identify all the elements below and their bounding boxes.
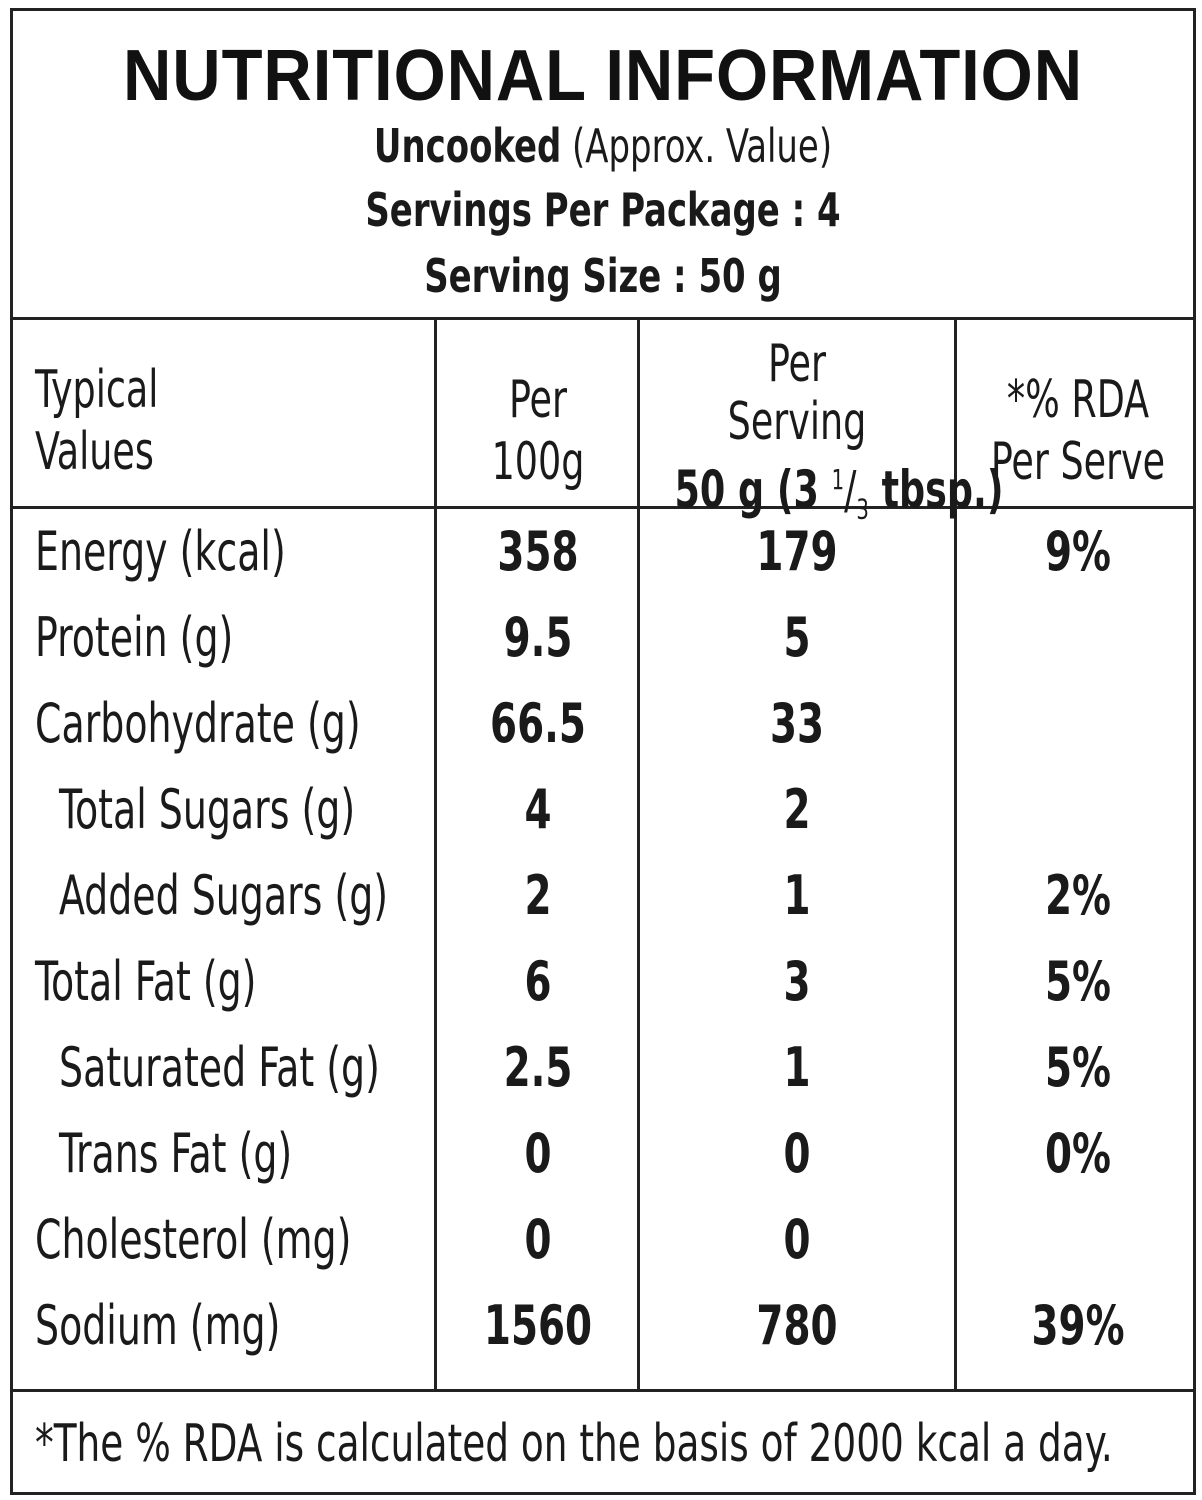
servings-per-package: Servings Per Package : 4 <box>365 183 841 237</box>
nutrient-label: Total Sugars (g) <box>59 778 356 841</box>
column-header-line: Serving <box>727 392 867 452</box>
table-row: Protein (g) 9.5 5 <box>13 595 1193 681</box>
per-serving-value: 179 <box>756 520 838 583</box>
rda-value: 5% <box>1045 950 1111 1013</box>
nutrient-label: Saturated Fat (g) <box>59 1036 380 1099</box>
per-serving-value: 0 <box>783 1208 811 1271</box>
per-serving-value: 5 <box>783 606 811 669</box>
column-divider-2 <box>637 317 640 1392</box>
per-100g-value: 0 <box>524 1122 552 1185</box>
per-100g-value: 2 <box>524 864 552 927</box>
label-title: NUTRITIONAL INFORMATION <box>123 36 1083 116</box>
table-row: Carbohydrate (g) 66.5 33 <box>13 681 1193 767</box>
column-header-line: *% RDA <box>1006 370 1150 430</box>
column-header-line: Per <box>767 334 827 394</box>
measure-text: 50 g (3 <box>674 460 832 521</box>
column-header-typical-values: Typical Values <box>35 359 158 483</box>
rda-footnote: *The % RDA is calculated on the basis of… <box>35 1414 1113 1474</box>
uncooked-text: Uncooked <box>373 119 562 173</box>
nutrient-label: Trans Fat (g) <box>59 1122 293 1185</box>
per-serving-value: 780 <box>756 1294 838 1357</box>
table-row: Total Sugars (g) 4 2 <box>13 767 1193 853</box>
table-row: Trans Fat (g) 0 0 0% <box>13 1111 1193 1197</box>
approx-text: (Approx. Value) <box>572 119 833 173</box>
per-serving-value: 1 <box>783 1036 811 1099</box>
nutrition-label: NUTRITIONAL INFORMATION Uncooked (Approx… <box>10 8 1196 1495</box>
table-row: Cholesterol (mg) 0 0 <box>13 1197 1193 1283</box>
table-row: Saturated Fat (g) 2.5 1 5% <box>13 1025 1193 1111</box>
per-serving-value: 0 <box>783 1122 811 1185</box>
fraction-numerator: 1 <box>831 463 845 496</box>
serving-size-measure: 50 g (3 1/3 tbsp.) <box>674 449 1004 541</box>
column-header-line: 100g <box>491 432 585 492</box>
table-row: Sodium (mg) 1560 780 39% <box>13 1283 1193 1369</box>
rda-value: 9% <box>1045 520 1111 583</box>
column-header-per-100g: Per 100g <box>459 369 617 493</box>
per-100g-value: 66.5 <box>490 692 586 755</box>
per-serving-value: 2 <box>783 778 811 841</box>
preparation-note: Uncooked (Approx. Value) <box>119 119 1087 173</box>
per-100g-value: 1560 <box>483 1294 593 1357</box>
nutrient-label: Added Sugars (g) <box>59 864 389 927</box>
table-row: Energy (kcal) 358 179 9% <box>13 509 1193 595</box>
table-row: Total Fat (g) 6 3 5% <box>13 939 1193 1025</box>
per-serving-value: 33 <box>769 692 825 755</box>
column-header-per-serving: Per Serving 50 g (3 1/3 tbsp.) <box>674 333 1004 541</box>
rda-value: 39% <box>1031 1294 1125 1357</box>
nutrient-label: Energy (kcal) <box>35 520 286 583</box>
nutrient-label: Total Fat (g) <box>35 950 257 1013</box>
rda-value: 5% <box>1045 1036 1111 1099</box>
measure-unit: tbsp.) <box>868 460 1004 521</box>
column-divider-1 <box>434 317 437 1392</box>
column-header-line: Per <box>508 370 568 430</box>
column-header-line: Per Serve <box>990 432 1166 492</box>
per-serving-value: 1 <box>783 864 811 927</box>
per-100g-value: 358 <box>497 520 579 583</box>
nutrient-label: Cholesterol (mg) <box>35 1208 352 1271</box>
per-100g-value: 6 <box>524 950 552 1013</box>
per-100g-value: 4 <box>524 778 552 841</box>
fraction-slash: / <box>844 460 857 521</box>
rda-value: 0% <box>1045 1122 1111 1185</box>
serving-size: Serving Size : 50 g <box>424 249 782 303</box>
rda-value: 2% <box>1045 864 1111 927</box>
column-header-line: Values <box>35 422 154 482</box>
nutrient-label: Protein (g) <box>35 606 234 669</box>
label-header: NUTRITIONAL INFORMATION Uncooked (Approx… <box>13 11 1193 321</box>
fraction-denominator: 3 <box>856 492 869 526</box>
per-serving-value: 3 <box>783 950 811 1013</box>
nutrient-label: Sodium (mg) <box>35 1294 281 1357</box>
footer-divider <box>13 1389 1193 1392</box>
column-header-line: Typical <box>35 360 159 420</box>
column-header-divider <box>13 506 1193 509</box>
per-100g-value: 2.5 <box>503 1036 573 1099</box>
column-divider-3 <box>954 317 957 1392</box>
table-row: Added Sugars (g) 2 1 2% <box>13 853 1193 939</box>
per-100g-value: 9.5 <box>503 606 573 669</box>
nutrient-label: Carbohydrate (g) <box>35 692 361 755</box>
header-divider <box>13 317 1193 320</box>
per-100g-value: 0 <box>524 1208 552 1271</box>
column-header-rda: *% RDA Per Serve <box>984 369 1173 493</box>
